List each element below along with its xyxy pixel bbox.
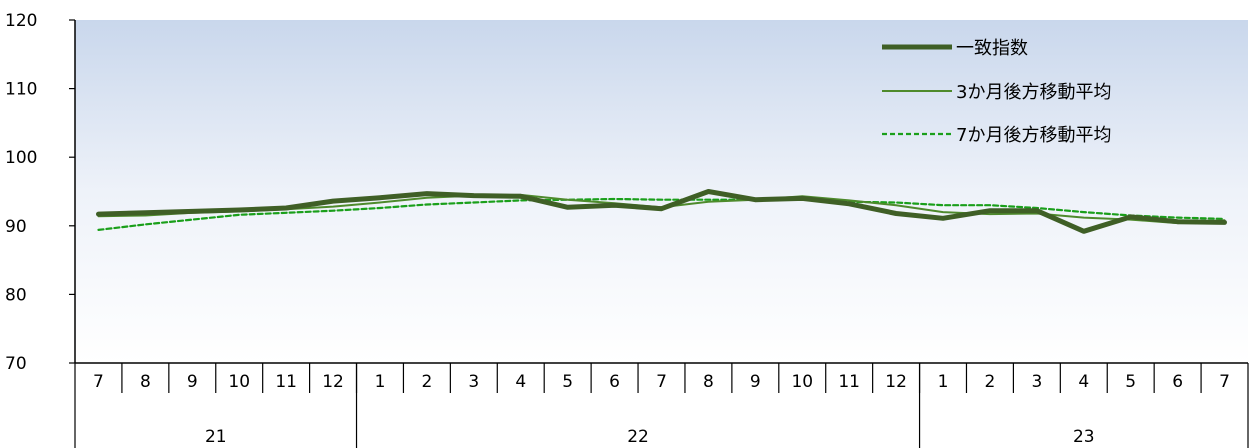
x-tick-label: 6 [1172, 372, 1183, 392]
x-tick-label: 12 [885, 372, 907, 392]
x-tick-label: 8 [703, 372, 714, 392]
x-tick-label: 3 [468, 372, 479, 392]
x-tick-label: 9 [187, 372, 198, 392]
x-tick-label: 6 [609, 372, 620, 392]
x-tick-label: 3 [1031, 372, 1042, 392]
series-line-0 [96, 189, 1227, 234]
series-line-2 [97, 197, 1226, 231]
x-tick-label: 7 [93, 372, 104, 392]
y-tick-label: 90 [5, 217, 27, 237]
x-tick-label: 2 [421, 372, 432, 392]
legend-label: 3か月後方移動平均 [956, 82, 1111, 103]
x-axis: 7 8 9 10 11 12 1 2 3 4 5 6 7 8 9 10 11 12 1 2 3 4 5 6 721 22 23 [74, 362, 1249, 448]
x-tick-label: 5 [1125, 372, 1136, 392]
x-tick-label: 2 [985, 372, 996, 392]
x-tick-label: 4 [1078, 372, 1089, 392]
y-tick-label: 70 [5, 354, 27, 374]
x-tick-label: 12 [322, 372, 344, 392]
x-tick-label: 1 [375, 372, 386, 392]
x-tick-label: 8 [140, 372, 151, 392]
x-tick-label: 7 [656, 372, 667, 392]
y-tick-label: 100 [5, 148, 37, 168]
y-axis: 120 110 100 90 80 70 [5, 11, 76, 374]
x-group-label: 23 [1073, 427, 1095, 447]
x-tick-label: 4 [515, 372, 526, 392]
y-tick-label: 120 [5, 11, 37, 31]
x-tick-label: 1 [938, 372, 949, 392]
x-tick-label: 7 [1219, 372, 1230, 392]
x-tick-label: 10 [228, 372, 250, 392]
y-tick-label: 110 [5, 80, 37, 100]
x-tick-label: 11 [275, 372, 297, 392]
legend: 一致指数 3か月後方移動平均 7か月後方移動平均 [882, 38, 1111, 146]
x-tick-label: 10 [791, 372, 813, 392]
y-tick-label: 80 [5, 285, 27, 305]
x-tick-label: 11 [838, 372, 860, 392]
x-tick-label: 5 [562, 372, 573, 392]
plot-area [75, 20, 1248, 363]
series-lines [96, 189, 1227, 234]
legend-label: 7か月後方移動平均 [956, 125, 1111, 146]
x-tick-label: 9 [750, 372, 761, 392]
legend-label: 一致指数 [956, 38, 1028, 59]
x-group-label: 21 [205, 427, 227, 447]
x-group-label: 22 [627, 427, 649, 447]
